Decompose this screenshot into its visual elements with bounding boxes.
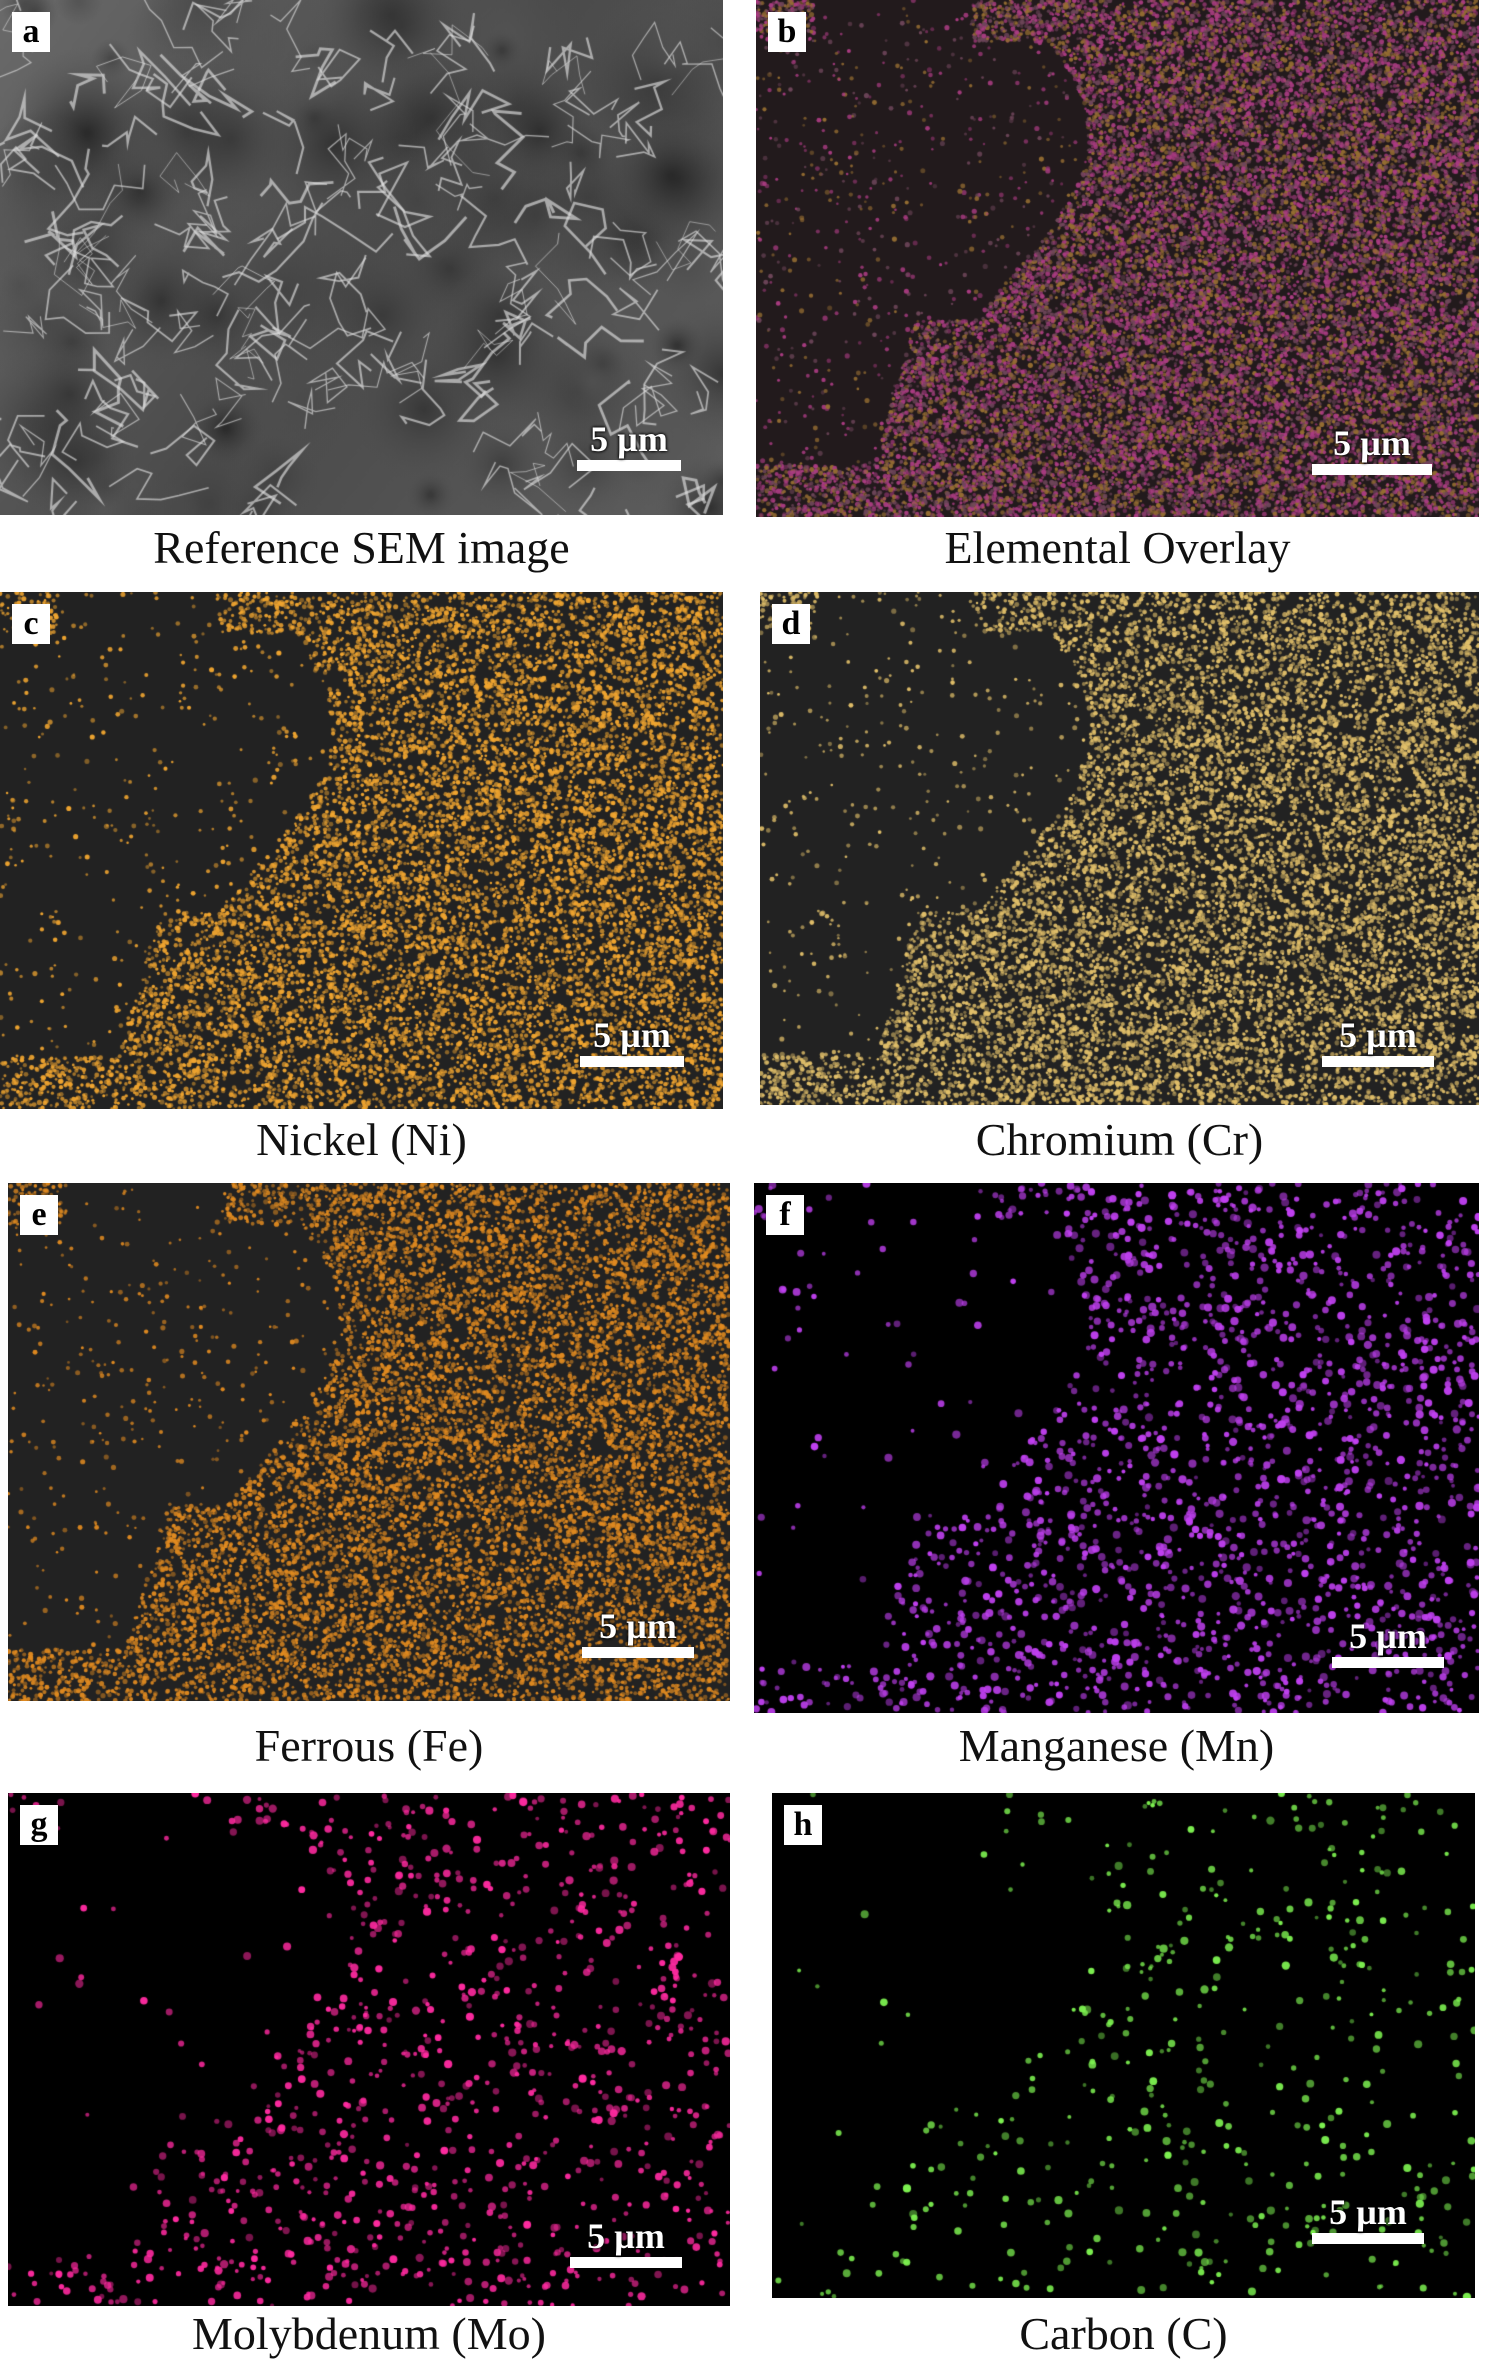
carbon-distribution-map <box>772 1793 1475 2298</box>
scale-bar: 5 µm <box>1312 424 1432 475</box>
iron-distribution-map <box>8 1183 730 1701</box>
scale-bar: 5 µm <box>1312 2193 1424 2244</box>
molybdenum-distribution-map <box>8 1793 730 2306</box>
panel-g-molybdenum-map: g 5 µm <box>8 1793 730 2306</box>
panel-letter: h <box>784 1805 822 1845</box>
scale-bar-line <box>1312 464 1432 475</box>
sem-micrograph <box>0 0 723 515</box>
panel-letter: a <box>12 12 50 52</box>
scale-bar-line <box>1332 1657 1444 1668</box>
panel-letter: g <box>20 1805 58 1845</box>
manganese-distribution-map <box>754 1183 1479 1713</box>
scale-bar: 5 µm <box>570 2217 682 2268</box>
panel-c-nickel-map: c 5 µm <box>0 592 723 1109</box>
panel-letter: b <box>768 12 806 52</box>
panel-h-carbon-map: h 5 µm <box>772 1793 1475 2298</box>
nickel-distribution-map <box>0 592 723 1109</box>
panel-letter: c <box>12 604 50 644</box>
scale-bar-label: 5 µm <box>1349 1616 1427 1656</box>
scale-bar-label: 5 µm <box>1333 423 1411 463</box>
overlay-map <box>756 0 1479 517</box>
scale-bar: 5 µm <box>577 420 681 471</box>
panel-letter: d <box>772 604 810 644</box>
panel-letter: e <box>20 1195 58 1235</box>
scale-bar: 5 µm <box>1322 1016 1434 1067</box>
caption-f: Manganese (Mn) <box>958 1720 1275 1771</box>
panel-d-chromium-map: d 5 µm <box>760 592 1479 1105</box>
scale-bar-line <box>577 460 681 471</box>
scale-bar-line <box>570 2257 682 2268</box>
scale-bar-line <box>1312 2233 1424 2244</box>
scale-bar: 5 µm <box>580 1016 684 1067</box>
caption-a: Reference SEM image <box>153 522 570 573</box>
chromium-distribution-map <box>760 592 1479 1105</box>
caption-h: Carbon (C) <box>1019 2308 1228 2359</box>
caption-b: Elemental Overlay <box>944 522 1291 573</box>
scale-bar-label: 5 µm <box>1329 2192 1407 2232</box>
panel-a-sem-image: a 5 µm <box>0 0 723 515</box>
scale-bar-line <box>582 1647 694 1658</box>
caption-e: Ferrous (Fe) <box>254 1720 484 1771</box>
panel-letter: f <box>766 1195 804 1235</box>
scale-bar-label: 5 µm <box>593 1015 671 1055</box>
scale-bar-label: 5 µm <box>1339 1015 1417 1055</box>
scale-bar-line <box>1322 1056 1434 1067</box>
caption-c: Nickel (Ni) <box>256 1114 467 1165</box>
panel-b-elemental-overlay: b 5 µm <box>756 0 1479 517</box>
panel-f-manganese-map: f 5 µm <box>754 1183 1479 1713</box>
scale-bar-label: 5 µm <box>587 2216 665 2256</box>
caption-g: Molybdenum (Mo) <box>192 2308 546 2359</box>
panel-e-iron-map: e 5 µm <box>8 1183 730 1701</box>
scale-bar-label: 5 µm <box>599 1606 677 1646</box>
scale-bar-label: 5 µm <box>590 419 668 459</box>
scale-bar: 5 µm <box>582 1607 694 1658</box>
scale-bar-line <box>580 1056 684 1067</box>
caption-d: Chromium (Cr) <box>975 1114 1264 1165</box>
scale-bar: 5 µm <box>1332 1617 1444 1668</box>
